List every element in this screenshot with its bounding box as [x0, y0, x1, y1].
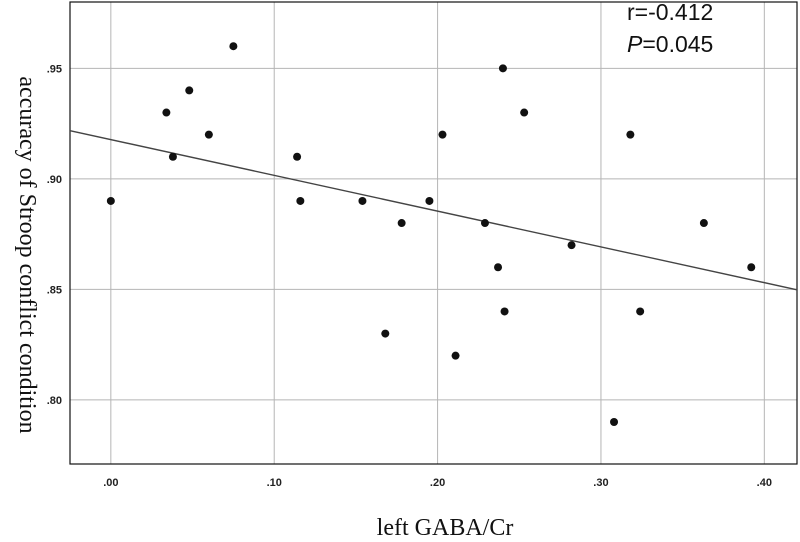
y-tick-label: .95 [47, 63, 62, 75]
x-axis-ticks: .00 .10 .20 .30 .40 [103, 477, 772, 489]
data-point [636, 307, 645, 316]
data-point [381, 329, 390, 338]
x-tick-label: .30 [593, 477, 608, 489]
y-axis-title: accuracy of Stroop conflict condition [14, 76, 40, 433]
data-point [162, 108, 171, 117]
data-point [438, 130, 447, 139]
plot-frame [69, 1, 798, 465]
data-point [296, 196, 305, 205]
y-axis-ticks: .80 .85 .90 .95 [47, 63, 62, 407]
data-point [358, 196, 367, 205]
data-point [229, 42, 238, 51]
data-point [626, 130, 635, 139]
x-tick-label: .20 [430, 477, 445, 489]
data-point [397, 219, 406, 228]
data-point [185, 86, 194, 95]
data-point [747, 263, 756, 272]
y-tick-label: .90 [47, 174, 62, 186]
data-point [168, 152, 177, 161]
data-point [699, 219, 708, 228]
r-annotation: r=-0.412 [627, 0, 713, 25]
regression-line [69, 129, 798, 291]
data-point [293, 152, 302, 161]
data-point [480, 219, 489, 228]
data-point [567, 241, 576, 250]
data-point [425, 196, 434, 205]
x-axis-title: left GABA/Cr [377, 515, 514, 541]
data-point [500, 307, 509, 316]
x-tick-label: .10 [267, 477, 282, 489]
grid-lines [70, 2, 797, 464]
data-point [498, 64, 507, 73]
y-tick-label: .85 [47, 284, 62, 296]
data-points [106, 42, 756, 426]
data-point [204, 130, 213, 139]
data-point [494, 263, 503, 272]
p-value: =0.045 [642, 31, 713, 57]
data-point [610, 418, 619, 426]
p-label: P [627, 31, 643, 57]
data-point [451, 351, 460, 360]
data-point [520, 108, 529, 117]
x-tick-label: .40 [757, 477, 772, 489]
x-tick-label: .00 [103, 477, 118, 489]
p-annotation: P=0.045 [627, 31, 713, 57]
y-tick-label: .80 [47, 395, 62, 407]
data-point [106, 196, 115, 205]
